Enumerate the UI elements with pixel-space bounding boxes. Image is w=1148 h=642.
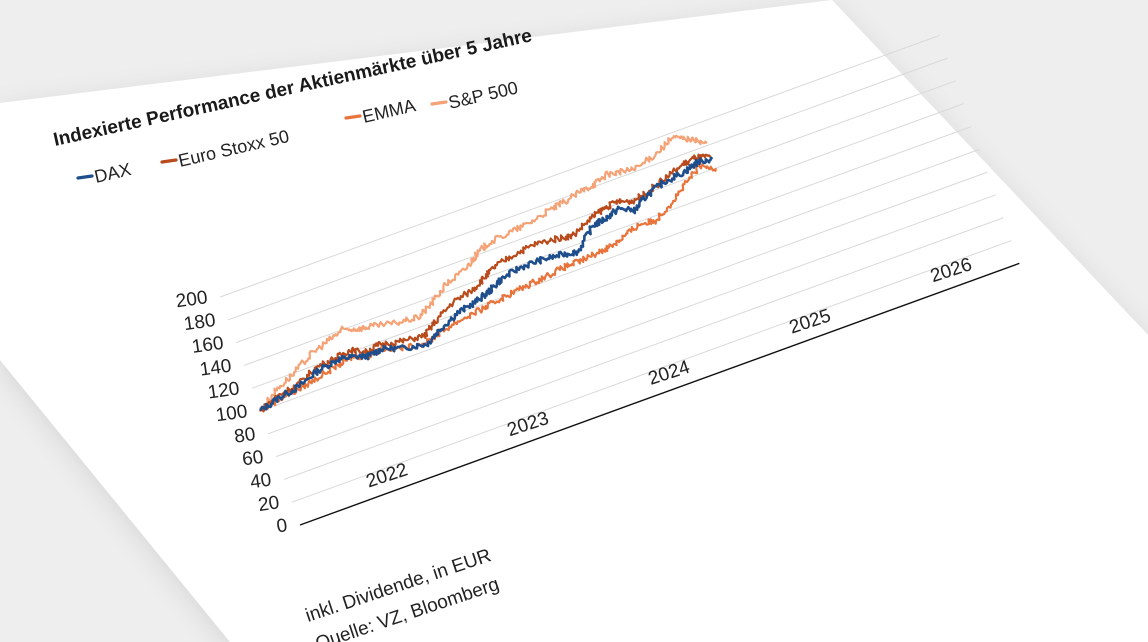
y-tick-label: 180 bbox=[183, 310, 217, 335]
gridline bbox=[243, 103, 964, 366]
y-tick-label: 0 bbox=[275, 515, 288, 537]
gridline bbox=[275, 194, 996, 458]
y-tick-label: 100 bbox=[214, 401, 248, 426]
y-tick-label: 200 bbox=[175, 287, 209, 312]
series-line-s-p-500 bbox=[259, 134, 708, 413]
legend-swatch bbox=[430, 100, 448, 106]
legend-swatch bbox=[344, 114, 362, 120]
gridline bbox=[283, 217, 1004, 480]
y-tick-label: 80 bbox=[233, 424, 257, 448]
legend-swatch bbox=[160, 158, 178, 164]
series-group bbox=[259, 134, 717, 413]
y-tick-label: 20 bbox=[257, 492, 281, 516]
gridline bbox=[259, 148, 980, 412]
series-line-dax bbox=[259, 156, 714, 411]
gridline bbox=[267, 171, 988, 435]
y-tick-label: 60 bbox=[241, 447, 265, 471]
legend-swatch bbox=[76, 174, 94, 180]
gridline bbox=[220, 34, 940, 298]
series-line-emma bbox=[259, 163, 717, 412]
y-tick-label: 160 bbox=[191, 333, 225, 358]
y-tick-label: 120 bbox=[206, 378, 240, 403]
x-axis-line bbox=[299, 262, 1020, 526]
gridline bbox=[291, 240, 1012, 503]
y-tick-label: 40 bbox=[249, 470, 273, 494]
gridline bbox=[251, 126, 972, 389]
y-tick-label: 140 bbox=[199, 356, 233, 381]
